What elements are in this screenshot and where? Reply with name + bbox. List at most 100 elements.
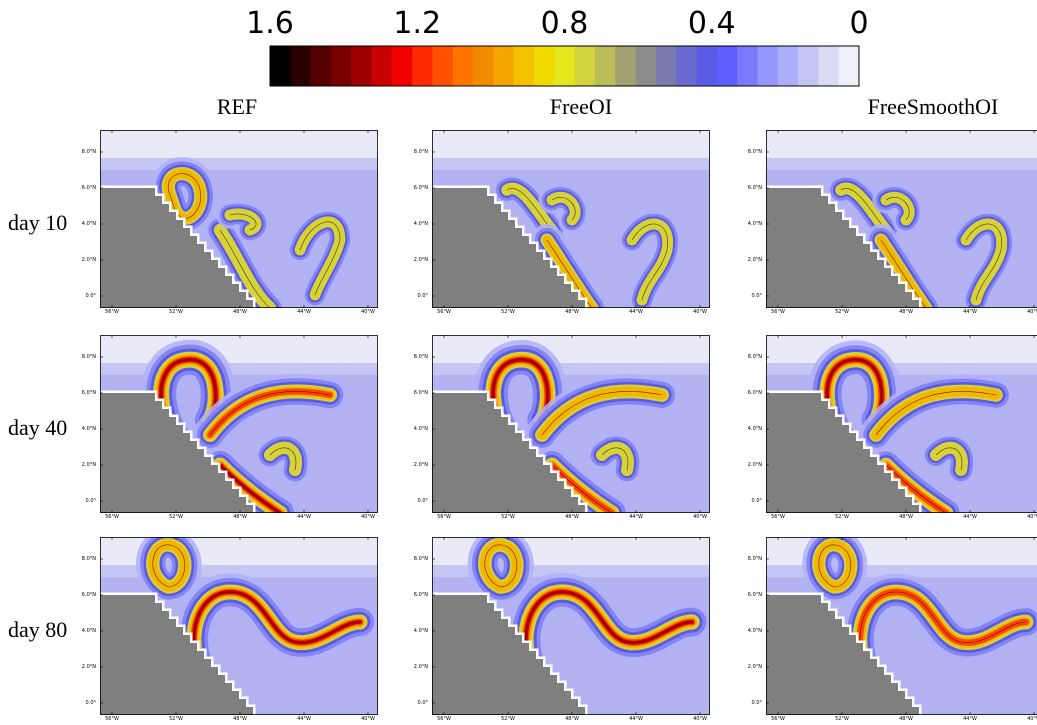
y-tick-label: 0.0° bbox=[85, 700, 96, 706]
column-title: FreeSmoothOI bbox=[867, 94, 999, 119]
colorbar-swatch bbox=[513, 46, 535, 86]
land-mask bbox=[432, 393, 585, 513]
map-panel: 8.0°N 6.0°N 4.0°N 2.0°N 0.0° 56°W 52°W 48°W 44°W… bbox=[414, 130, 710, 315]
contour-line bbox=[859, 591, 1027, 688]
colorbar-swatch bbox=[655, 46, 677, 86]
map-panel: 8.0°N 6.0°N 4.0°N 2.0°N 0.0° 56°W 52°W 48°W 44°W… bbox=[748, 130, 1037, 315]
contour-line bbox=[935, 447, 963, 471]
y-tick-label: 8.0°N bbox=[81, 354, 96, 360]
x-tick-label: 40°W bbox=[693, 716, 707, 722]
map-panel: 8.0°N 6.0°N 4.0°N 2.0°N 0.0° 56°W 52°W 48°W 44°W… bbox=[414, 335, 710, 520]
y-tick-label: 4.0°N bbox=[413, 426, 428, 432]
colorbar-swatch bbox=[757, 46, 779, 86]
contour-line bbox=[484, 544, 518, 588]
x-tick-label: 56°W bbox=[771, 309, 785, 315]
contour-line bbox=[551, 464, 613, 513]
field-north-band bbox=[100, 130, 378, 158]
colorbar-swatch bbox=[798, 46, 819, 86]
x-tick-label: 56°W bbox=[105, 514, 119, 520]
y-tick-label: 0.0° bbox=[85, 293, 96, 299]
map-frame bbox=[766, 537, 1037, 715]
colorbar-swatch bbox=[594, 46, 616, 86]
map-panel-svg bbox=[100, 335, 378, 513]
map-frame bbox=[432, 537, 710, 715]
x-tick-label: 40°W bbox=[361, 716, 375, 722]
colorbar-swatch bbox=[391, 46, 413, 86]
y-tick-label: 8.0°N bbox=[81, 149, 96, 155]
x-tick-label: 40°W bbox=[1027, 514, 1037, 520]
contour-line bbox=[209, 391, 331, 436]
y-tick-label: 0.0° bbox=[751, 498, 762, 504]
x-tick-label: 44°W bbox=[629, 716, 643, 722]
x-tick-label: 52°W bbox=[501, 514, 515, 520]
column-title: REF bbox=[216, 94, 258, 119]
y-tick-label: 6.0°N bbox=[81, 390, 96, 396]
x-tick-label: 52°W bbox=[169, 514, 183, 520]
map-panel-svg bbox=[100, 537, 378, 715]
land-mask bbox=[100, 188, 253, 308]
y-tick-label: 0.0° bbox=[417, 498, 428, 504]
colorbar-swatch bbox=[676, 46, 697, 86]
colorbar-swatch bbox=[737, 46, 758, 86]
x-tick-label: 48°W bbox=[565, 309, 579, 315]
colorbar-frame bbox=[269, 45, 860, 87]
y-tick-label: 6.0°N bbox=[747, 185, 762, 191]
x-tick-label: 48°W bbox=[233, 716, 247, 722]
x-tick-label: 48°W bbox=[565, 514, 579, 520]
contour-line bbox=[152, 544, 186, 588]
y-tick-label: 0.0° bbox=[751, 700, 762, 706]
x-tick-label: 52°W bbox=[835, 514, 849, 520]
y-tick-label: 8.0°N bbox=[747, 149, 762, 155]
land-mask bbox=[100, 595, 253, 715]
map-frame bbox=[432, 130, 710, 308]
map-panel-svg bbox=[100, 130, 378, 308]
colorbar-swatch bbox=[473, 46, 494, 86]
land-mask bbox=[766, 393, 919, 513]
contour-line bbox=[299, 221, 341, 296]
x-tick-label: 48°W bbox=[899, 716, 913, 722]
contour-line bbox=[601, 447, 629, 471]
colorbar-swatch bbox=[777, 46, 799, 86]
y-tick-label: 4.0°N bbox=[747, 628, 762, 634]
map-panel: 8.0°N 6.0°N 4.0°N 2.0°N 0.0° 56°W 52°W 48°W 44°W… bbox=[82, 537, 378, 722]
y-tick-label: 4.0°N bbox=[413, 221, 428, 227]
field-north-band bbox=[432, 335, 710, 363]
contour-line bbox=[546, 239, 593, 308]
x-tick-label: 56°W bbox=[105, 309, 119, 315]
map-panel-svg bbox=[432, 537, 710, 715]
x-tick-label: 52°W bbox=[835, 716, 849, 722]
x-tick-label: 48°W bbox=[233, 514, 247, 520]
y-tick-label: 8.0°N bbox=[81, 556, 96, 562]
x-tick-label: 56°W bbox=[437, 716, 451, 722]
land-mask bbox=[766, 188, 919, 308]
colorbar-swatch bbox=[716, 46, 738, 86]
contour-line bbox=[269, 447, 297, 471]
x-tick-label: 40°W bbox=[693, 309, 707, 315]
y-tick-label: 4.0°N bbox=[81, 221, 96, 227]
y-tick-label: 8.0°N bbox=[413, 556, 428, 562]
y-tick-label: 6.0°N bbox=[413, 390, 428, 396]
colorbar-swatch bbox=[635, 46, 657, 86]
colorbar-swatch bbox=[818, 46, 840, 86]
y-tick-label: 2.0°N bbox=[747, 257, 762, 263]
field-north-band bbox=[766, 335, 1037, 363]
colorbar-svg bbox=[269, 45, 860, 87]
map-frame bbox=[766, 335, 1037, 513]
x-tick-label: 48°W bbox=[565, 716, 579, 722]
x-tick-label: 44°W bbox=[297, 514, 311, 520]
contour-line bbox=[818, 544, 852, 588]
column-title: FreeOI bbox=[549, 94, 613, 119]
map-panel: 8.0°N 6.0°N 4.0°N 2.0°N 0.0° 56°W 52°W 48°W 44°W… bbox=[82, 335, 378, 520]
colorbar-swatch bbox=[574, 46, 596, 86]
row-label: day 10 bbox=[8, 210, 68, 235]
x-tick-label: 44°W bbox=[297, 716, 311, 722]
land-mask bbox=[432, 595, 585, 715]
x-tick-label: 56°W bbox=[771, 716, 785, 722]
field-north-band bbox=[766, 130, 1037, 158]
y-tick-label: 0.0° bbox=[85, 498, 96, 504]
x-tick-label: 44°W bbox=[629, 514, 643, 520]
map-frame bbox=[100, 130, 378, 308]
colorbar-swatch bbox=[412, 46, 433, 86]
contour-line bbox=[193, 591, 361, 688]
